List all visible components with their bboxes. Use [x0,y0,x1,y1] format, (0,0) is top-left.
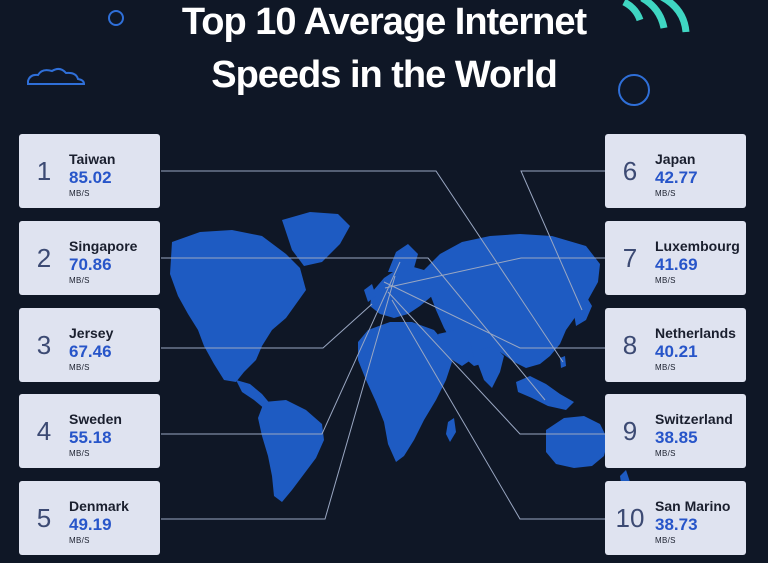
speed-unit: MB/S [69,536,90,545]
speed-unit: MB/S [69,189,90,198]
connector-lines [161,170,605,520]
rank-label: 4 [36,416,52,446]
country-name: Luxembourg [655,238,740,254]
connector-sweden [161,261,401,435]
connector-japan [520,170,605,311]
rank-label: 5 [36,503,52,533]
rank-label: 2 [36,243,52,273]
connector-jersey [161,303,373,349]
speed-unit: MB/S [655,189,676,198]
country-card-3: 3 Jersey 67.46 MB/S [19,308,160,382]
speed-value: 41.69 [655,255,698,274]
speed-value: 70.86 [69,255,112,274]
speed-value: 38.73 [655,515,698,534]
decor-circle-large [618,74,650,106]
rank-label: 10 [615,503,645,533]
country-card-4: 4 Sweden 55.18 MB/S [19,394,160,468]
country-card-2: 2 Singapore 70.86 MB/S [19,221,160,295]
decor-circle-small [108,10,124,26]
country-name: Japan [655,151,696,167]
country-name: Jersey [69,325,114,341]
title-line-1: Top 10 Average Internet [181,1,587,43]
speed-value: 40.21 [655,342,698,361]
country-card-6: 6 Japan 42.77 MB/S [605,134,746,208]
speed-unit: MB/S [69,363,90,372]
connector-san-marino [391,299,605,520]
connector-luxembourg [384,257,605,289]
rank-label: 8 [622,330,638,360]
country-card-10: 10 San Marino 38.73 MB/S [605,481,746,555]
speed-value: 49.19 [69,515,112,534]
title-line-2: Speeds in the World [211,54,558,96]
rank-label: 7 [622,243,638,273]
country-card-9: 9 Switzerland 38.85 MB/S [605,394,746,468]
speed-unit: MB/S [655,536,676,545]
speed-unit: MB/S [655,449,676,458]
country-card-5: 5 Denmark 49.19 MB/S [19,481,160,555]
country-name: San Marino [655,498,731,514]
country-card-1: 1 Taiwan 85.02 MB/S [19,134,160,208]
rank-label: 6 [622,156,638,186]
country-name: Sweden [69,411,122,427]
connector-denmark [161,275,396,520]
country-card-8: 8 Netherlands 40.21 MB/S [605,308,746,382]
connector-switzerland [387,291,605,435]
connector-taiwan [161,170,564,363]
speed-value: 55.18 [69,428,112,447]
country-name: Singapore [69,238,138,254]
speed-unit: MB/S [69,449,90,458]
connector-netherlands [383,281,605,349]
country-name: Switzerland [655,411,733,427]
speed-unit: MB/S [655,363,676,372]
country-name: Denmark [69,498,129,514]
country-name: Netherlands [655,325,736,341]
rank-label: 3 [36,330,52,360]
rank-label: 9 [622,416,638,446]
speed-unit: MB/S [655,276,676,285]
continents [170,212,630,502]
country-name: Taiwan [69,151,116,167]
speed-unit: MB/S [69,276,90,285]
cloud-icon [27,67,86,85]
connector-singapore [161,257,546,401]
rank-label: 1 [36,156,52,186]
speed-value: 85.02 [69,168,112,187]
speed-value: 67.46 [69,342,112,361]
wifi-signal-icon [622,0,690,33]
speed-value: 38.85 [655,428,698,447]
country-card-7: 7 Luxembourg 41.69 MB/S [605,221,746,295]
speed-value: 42.77 [655,168,698,187]
